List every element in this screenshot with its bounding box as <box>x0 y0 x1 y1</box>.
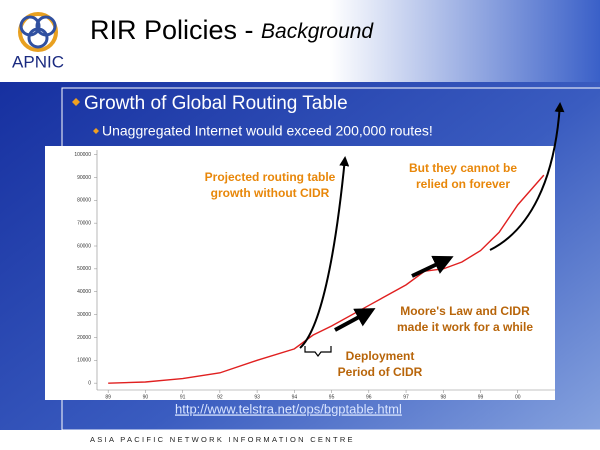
y-tick-label: 80000 <box>77 198 91 204</box>
source-link[interactable]: http://www.telstra.net/ops/bgptable.html <box>175 401 402 416</box>
x-tick-label: 99 <box>478 394 484 400</box>
header-band <box>0 0 600 82</box>
annotation: But they cannot be <box>409 161 517 175</box>
x-tick-label: 93 <box>254 394 260 400</box>
projection-arrow <box>299 156 350 349</box>
title-main: RIR Policies - <box>90 15 261 45</box>
limit-arrow <box>489 102 565 251</box>
y-tick-label: 90000 <box>77 175 91 181</box>
chart-box <box>45 146 555 400</box>
x-tick-label: 89 <box>105 394 111 400</box>
y-tick-label: 20000 <box>77 335 91 341</box>
y-tick-label: 0 <box>88 380 91 386</box>
annotation: Projected routing table <box>205 170 336 184</box>
x-tick-label: 95 <box>329 394 335 400</box>
logo <box>18 12 58 52</box>
bullet-marker <box>72 98 80 106</box>
footer-band <box>0 430 600 450</box>
annotation: Deployment <box>346 349 415 363</box>
bullet-marker <box>93 128 99 134</box>
y-tick-label: 30000 <box>77 312 91 318</box>
y-tick-label: 10000 <box>77 358 91 364</box>
x-tick-label: 97 <box>403 394 409 400</box>
y-tick-label: 50000 <box>77 266 91 272</box>
x-tick-label: 92 <box>217 394 223 400</box>
annotation: made it work for a while <box>397 320 533 334</box>
annotation: Period of CIDR <box>338 365 423 379</box>
y-tick-label: 60000 <box>77 243 91 249</box>
deployment-bracket <box>304 346 332 357</box>
x-tick-label: 94 <box>292 394 298 400</box>
title-italic: Background <box>261 20 374 43</box>
routing-table-line <box>108 174 545 384</box>
moore-arrow <box>411 255 454 278</box>
bullet: Growth of Global Routing Table <box>84 93 348 114</box>
x-tick-label: 91 <box>180 394 186 400</box>
annotation: relied on forever <box>416 177 510 191</box>
chart: 0 10000 20000 30000 40000 50000 60000 70000 8000… <box>74 102 565 400</box>
logo-text: APNIC <box>12 52 64 71</box>
annotation: Moore's Law and CIDR <box>400 304 530 318</box>
x-tick-label: 98 <box>441 394 447 400</box>
x-tick-label: 00 <box>515 394 521 400</box>
slide-title: RIR Policies - Background <box>90 15 374 45</box>
moore-arrow <box>334 308 376 332</box>
x-tick-label: 96 <box>366 394 372 400</box>
y-tick-label: 40000 <box>77 289 91 295</box>
annotation: growth without CIDR <box>211 186 330 200</box>
footer: ASIA PACIFIC NETWORK INFORMATION CENTRE <box>90 435 355 444</box>
x-tick-label: 90 <box>143 394 149 400</box>
y-tick-label: 100000 <box>74 152 91 158</box>
sub-bullet: Unaggregated Internet would exceed 200,0… <box>102 123 433 139</box>
y-tick-label: 70000 <box>77 220 91 226</box>
